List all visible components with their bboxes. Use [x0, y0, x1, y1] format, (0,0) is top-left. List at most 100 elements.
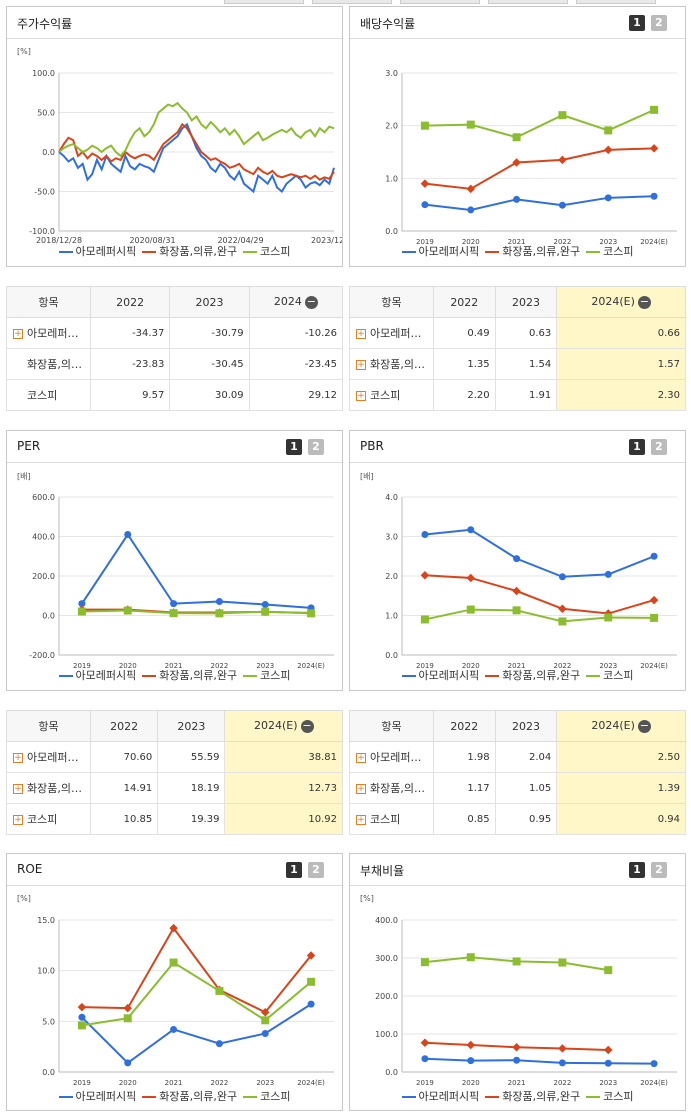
- data-point: [604, 126, 613, 135]
- data-point: [421, 531, 429, 539]
- table-row: + 화장품,의… 1.17 1.05 1.39: [349, 772, 686, 804]
- x-tick-label: 2021: [508, 1079, 526, 1087]
- x-tick-label: 2022: [554, 662, 572, 670]
- y-tick-label: 50.0: [37, 109, 55, 118]
- expand-icon[interactable]: +: [13, 753, 23, 763]
- page-1-button[interactable]: 1: [629, 439, 645, 455]
- unit-label: [배]: [360, 472, 374, 481]
- expand-icon[interactable]: +: [356, 329, 366, 339]
- collapse-icon[interactable]: −: [304, 294, 318, 309]
- y-tick-label: 2.0: [385, 122, 398, 131]
- data-point: [466, 1040, 475, 1050]
- page-2-button[interactable]: 2: [651, 439, 667, 455]
- page-2-button[interactable]: 2: [308, 439, 324, 455]
- expand-icon[interactable]: +: [356, 784, 366, 794]
- per-table: 항목 2022 2023 2024(E) − + 아모레퍼… 70.60 55.59 38.81 +…: [6, 710, 343, 835]
- chart-legend: 아모레퍼시픽 화장품,의류,완구 코스피: [350, 243, 685, 259]
- legend-swatch: [243, 251, 258, 253]
- y-tick-label: 15.0: [37, 916, 55, 925]
- y-tick-label: 1.0: [385, 612, 398, 621]
- panel-title: 배당수익률: [360, 17, 416, 31]
- table-cell: -30.45: [169, 348, 250, 380]
- data-point: [467, 206, 475, 214]
- data-point: [77, 607, 86, 616]
- expand-icon[interactable]: +: [13, 329, 23, 339]
- table-cell: 2.04: [494, 741, 558, 773]
- column-header: 2024(E) −: [556, 710, 686, 742]
- panel-header: PER 1 2: [7, 431, 342, 463]
- column-header: 항목: [6, 710, 91, 742]
- data-point: [421, 1055, 429, 1063]
- table-cell: 1.05: [494, 772, 558, 804]
- series-line: [81, 532, 312, 609]
- table-cell: 2.20: [433, 379, 496, 411]
- expand-icon[interactable]: +: [356, 815, 366, 825]
- page-2-button[interactable]: 2: [308, 862, 324, 878]
- column-header: 2023: [169, 286, 250, 318]
- collapse-icon[interactable]: −: [637, 718, 651, 733]
- page-2-button[interactable]: 2: [651, 862, 667, 878]
- legend-item: 아모레퍼시픽: [58, 1090, 136, 1103]
- legend-swatch: [485, 1096, 500, 1098]
- data-point: [169, 609, 178, 618]
- page-1-button[interactable]: 1: [629, 862, 645, 878]
- row-name: 아모레퍼…: [370, 751, 422, 764]
- series-line: [81, 609, 312, 615]
- legend-item: 아모레퍼시픽: [401, 245, 479, 258]
- column-header: 2024−: [248, 286, 344, 318]
- collapse-icon[interactable]: −: [300, 718, 314, 733]
- x-tick-label: 2019: [73, 1079, 91, 1087]
- table-cell: 55.59: [157, 741, 226, 773]
- data-point: [512, 1043, 521, 1052]
- data-point: [558, 604, 567, 614]
- collapse-icon[interactable]: −: [637, 294, 651, 309]
- panel-header: 부채비율 1 2: [350, 854, 685, 886]
- data-point: [123, 606, 132, 615]
- panel-title: 주가수익률: [17, 17, 73, 31]
- table-cell: 0.66: [556, 317, 686, 349]
- data-point: [512, 957, 521, 966]
- column-header: 항목: [349, 710, 434, 742]
- legend-swatch: [586, 251, 601, 253]
- expand-icon[interactable]: +: [356, 360, 366, 370]
- expand-icon[interactable]: +: [13, 784, 23, 794]
- y-tick-label: 400.0: [32, 533, 55, 542]
- page-2-button[interactable]: 2: [651, 15, 667, 31]
- page-1-button[interactable]: 1: [286, 862, 302, 878]
- table-cell: 38.81: [224, 741, 343, 773]
- table-header-row: 항목 2022 2023 2024(E) −: [349, 286, 686, 318]
- x-tick-label: 2024(E): [640, 662, 668, 670]
- data-point: [604, 570, 612, 578]
- y-tick-label: 4.0: [385, 493, 398, 502]
- table-cell: 29.12: [248, 379, 344, 411]
- table-cell: -23.45: [248, 348, 344, 380]
- legend-swatch: [142, 675, 157, 677]
- data-point: [77, 1021, 86, 1030]
- legend-label: 화장품,의류,완구: [159, 1090, 238, 1103]
- per-chart: 600.0 400.0 200.0 0.0 -200.0 2019 2020 2021 2022…: [29, 493, 334, 670]
- x-tick-label: 2023: [256, 1079, 274, 1087]
- legend-item: 화장품,의류,완구: [142, 1090, 237, 1103]
- page-1-button[interactable]: 1: [286, 439, 302, 455]
- page-1-button[interactable]: 1: [629, 15, 645, 31]
- data-point: [78, 600, 86, 608]
- data-point: [215, 598, 223, 606]
- expand-icon[interactable]: +: [356, 391, 366, 401]
- legend-label: 코스피: [603, 669, 634, 682]
- row-name: 코스피: [370, 389, 401, 402]
- data-point: [169, 958, 178, 967]
- panel-header: 주가수익률: [7, 7, 342, 39]
- data-point: [261, 1016, 270, 1025]
- data-point: [558, 1059, 566, 1067]
- series-line: [81, 1003, 312, 1065]
- roe-panel: ROE 1 2 [%] 15.0 10.0 5.0 0.0 2019 2020 2021 20…: [6, 853, 343, 1111]
- data-point: [420, 1038, 430, 1047]
- legend-item: 코스피: [243, 669, 290, 682]
- expand-icon[interactable]: +: [356, 753, 366, 763]
- expand-icon[interactable]: +: [13, 815, 23, 825]
- data-point: [215, 609, 224, 618]
- data-point: [466, 573, 475, 583]
- stock-return-panel: 주가수익률 [%] 100.0 50.0 0.0 -50.0 -100.0 2018/12…: [6, 6, 343, 267]
- x-tick-label: 2022: [211, 1079, 229, 1087]
